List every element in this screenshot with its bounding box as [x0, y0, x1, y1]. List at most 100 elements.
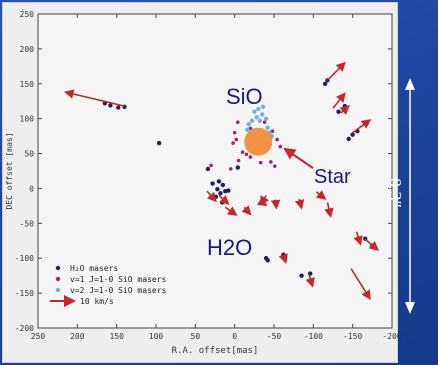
- maser-point: [275, 137, 279, 142]
- maser-point: [235, 165, 241, 170]
- maser-point: [254, 115, 259, 120]
- x-tick-label: -50: [267, 332, 282, 341]
- velocity-arrow: [305, 275, 315, 288]
- maser-point: [270, 129, 275, 134]
- maser-point: [248, 126, 253, 131]
- maser-point: [245, 127, 250, 133]
- legend-entry: v=1 J=1-0 SiO masers: [70, 275, 167, 284]
- velocity-arrow: [339, 105, 350, 116]
- star-marker: [244, 127, 273, 156]
- velocity-arrow: [353, 231, 363, 246]
- maser-point: [262, 120, 267, 124]
- legend-entry: 10 km/s: [80, 297, 114, 306]
- scale-arrow-up-icon: [405, 78, 415, 90]
- maser-point: [228, 167, 233, 171]
- velocity-arrow: [270, 199, 281, 210]
- maser-point: [220, 182, 226, 188]
- velocity-arrow: [206, 190, 217, 203]
- maser-point: [218, 191, 223, 196]
- maser-point: [278, 144, 283, 149]
- y-tick-label: 200: [20, 45, 35, 54]
- axis-ticks: 250 200 150 100 50 0 -50 -100 -150 -2002502001501…: [5, 10, 402, 356]
- velocity-arrow: [294, 198, 305, 210]
- maser-point: [231, 141, 235, 145]
- velocity-arrow: [224, 206, 238, 216]
- star-pointer-arrow: [283, 147, 314, 169]
- velocity-arrows: [63, 61, 380, 301]
- maser-point: [246, 122, 252, 127]
- y-tick-label: 100: [20, 115, 35, 124]
- maser-point: [156, 140, 162, 146]
- velocity-arrow: [363, 238, 380, 251]
- velocity-arrow: [218, 194, 230, 205]
- maser-point: [269, 160, 273, 164]
- annotation-star: Star: [314, 166, 351, 188]
- star-disk: [244, 127, 273, 156]
- maser-point: [240, 150, 245, 154]
- y-tick-label: 0: [29, 184, 34, 193]
- scale-arrow-down-icon: [405, 302, 415, 314]
- maser-point: [260, 104, 266, 110]
- maser-point: [256, 106, 261, 112]
- maser-point: [346, 136, 351, 142]
- velocity-arrow: [63, 89, 125, 107]
- velocity-arrow: [278, 253, 288, 264]
- legend-marker: [55, 276, 61, 282]
- velocity-arrow: [256, 196, 268, 207]
- y-tick-label: -100: [15, 254, 34, 263]
- maser-point: [336, 109, 341, 114]
- maser-point: [219, 200, 225, 205]
- annotation-h2o: H2O: [207, 235, 252, 260]
- maser-point: [232, 130, 237, 135]
- maser-point: [299, 273, 304, 278]
- plot-border: [37, 13, 393, 329]
- x-axis-label: R.A. offset[mas]: [172, 346, 259, 356]
- velocity-arrow: [326, 61, 346, 81]
- maser-point: [116, 105, 121, 110]
- legend-entry: v=2 J=1-0 SiO masers: [70, 286, 167, 295]
- y-tick-label: 150: [20, 80, 35, 89]
- x-tick-label: 250: [31, 332, 46, 341]
- legend-marker: [55, 287, 61, 293]
- scale-label: 0.3″: [385, 178, 405, 208]
- maser-point: [307, 271, 313, 276]
- velocity-arrow: [350, 268, 371, 301]
- maser-point: [216, 179, 222, 184]
- maser-point: [226, 188, 231, 193]
- maser-point: [257, 118, 263, 123]
- velocity-arrow: [324, 202, 334, 218]
- legend: H₂O masers v=1 J=1-0 SiO masers v=2 J=1-0 …: [50, 264, 167, 307]
- maser-point: [350, 132, 355, 137]
- maser-point: [265, 125, 270, 130]
- y-tick-label: -200: [15, 324, 34, 333]
- maser-point: [322, 81, 328, 86]
- y-axis-label: DEC offset [mas]: [5, 132, 14, 209]
- maser-point: [272, 164, 277, 168]
- y-tick-label: -50: [20, 219, 35, 228]
- maser-point: [260, 112, 265, 117]
- plot-area: [37, 13, 393, 329]
- velocity-arrow: [332, 92, 346, 109]
- maser-point: [209, 163, 213, 168]
- maser-point: [244, 152, 249, 157]
- x-tick-label: -150: [343, 332, 362, 341]
- maser-point: [265, 258, 270, 263]
- maser-point: [249, 118, 255, 123]
- velocity-arrow: [315, 190, 327, 200]
- x-tick-label: 200: [70, 332, 85, 341]
- maser-point: [263, 116, 269, 121]
- y-tick-label: 250: [20, 10, 35, 19]
- y-tick-label: -150: [15, 289, 34, 298]
- legend-entry: H₂O masers: [70, 264, 118, 273]
- maser-point: [215, 186, 220, 192]
- maser-point: [236, 120, 240, 124]
- y-tick-label: 50: [24, 150, 34, 159]
- maser-point: [252, 109, 257, 114]
- x-tick-label: -200: [382, 332, 401, 341]
- x-tick-label: 150: [109, 332, 124, 341]
- maser-point: [108, 103, 113, 108]
- maser-point: [234, 137, 239, 142]
- velocity-arrow: [241, 205, 252, 216]
- maser-point: [205, 166, 211, 172]
